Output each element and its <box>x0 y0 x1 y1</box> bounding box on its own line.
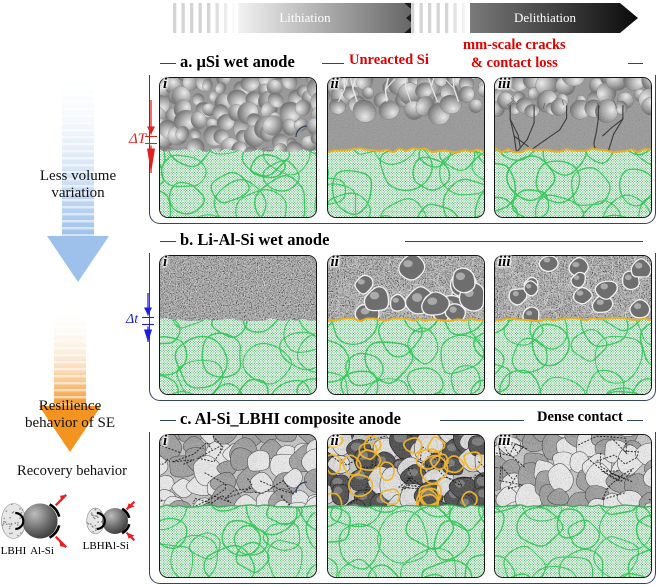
svg-text:Delithiation: Delithiation <box>514 10 577 25</box>
svg-text:Lithiation: Lithiation <box>279 10 331 25</box>
